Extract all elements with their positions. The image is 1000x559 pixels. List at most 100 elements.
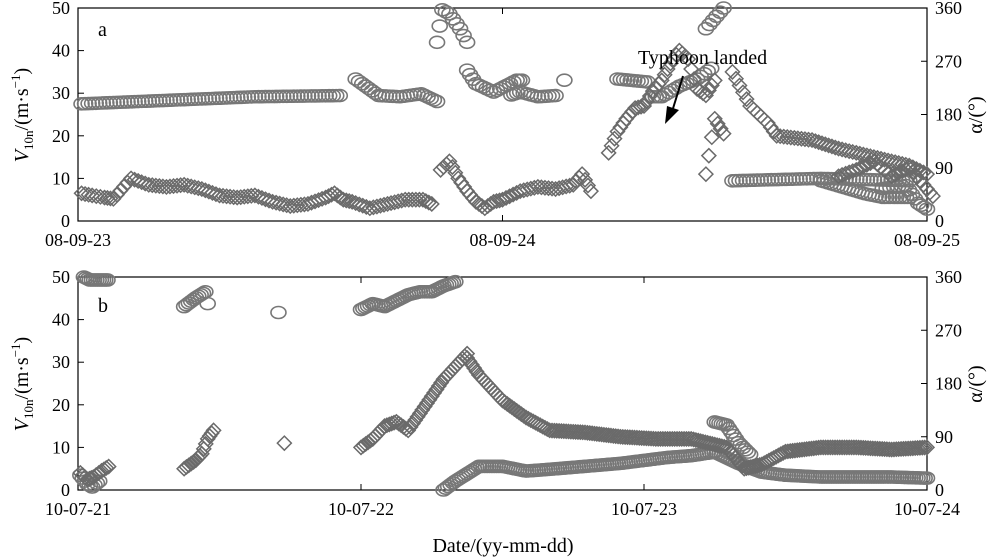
panel-b-y2label: α/(°) <box>965 365 987 402</box>
panel-b-right-ticks: 0 90 180 270 360 <box>921 267 962 500</box>
circle-point <box>431 19 449 33</box>
y-tick-label: 0 <box>61 480 70 500</box>
diamond-point <box>222 188 239 205</box>
y-tick-label: 50 <box>52 0 70 18</box>
diamond-point <box>540 180 557 197</box>
x-tick-label: 10-07-21 <box>45 499 111 519</box>
diamond-point <box>526 179 543 196</box>
diamond-point <box>475 372 492 389</box>
diamond-point <box>581 424 598 442</box>
diamond-point <box>487 384 504 401</box>
diamond-point <box>715 125 732 142</box>
circle-point <box>739 445 757 459</box>
diamond-point <box>532 417 549 434</box>
diamond-point <box>144 177 161 194</box>
diamond-point <box>533 179 550 196</box>
circle-point <box>451 21 469 36</box>
panel-a-right-ticks: 0 90 180 270 360 <box>921 0 962 231</box>
diamond-point <box>488 193 505 210</box>
y-tick-label: 50 <box>52 267 70 287</box>
y2-tick-label: 360 <box>935 0 962 18</box>
diamond-point <box>416 398 433 415</box>
diamond-point <box>680 430 697 447</box>
circle-point <box>697 21 715 36</box>
diamond-point <box>485 382 502 399</box>
y2-tick-label: 270 <box>935 51 962 71</box>
diamond-point <box>421 391 438 408</box>
typhoon-annotation-text: Typhoon landed <box>638 47 767 69</box>
diamond-point <box>786 129 803 146</box>
diamond-point <box>890 164 907 181</box>
diamond-point <box>447 358 464 375</box>
diamond-point <box>603 137 620 154</box>
diamond-point <box>447 164 464 181</box>
circle-point <box>447 274 464 289</box>
diamond-point <box>489 387 506 404</box>
diamond-point <box>444 158 461 176</box>
circle-point <box>918 202 936 216</box>
diamond-point <box>115 178 133 195</box>
y2-tick-label: 360 <box>935 267 962 287</box>
diamond-point <box>924 188 941 205</box>
diamond-point <box>456 348 473 365</box>
diamond-point <box>600 144 617 161</box>
diamond-point <box>449 355 466 372</box>
diamond-point <box>369 425 386 442</box>
diamond-point <box>440 366 457 383</box>
diamond-point <box>536 179 554 196</box>
diamond-point <box>703 77 720 94</box>
circle-point <box>455 28 472 43</box>
diamond-point <box>411 405 429 422</box>
diamond-point <box>582 183 599 200</box>
panel-b-marks <box>72 270 936 497</box>
panel-a-label: a <box>98 19 107 41</box>
circle-point <box>699 64 716 78</box>
diamond-point <box>600 427 617 444</box>
diamond-point <box>112 182 129 199</box>
diamond-point <box>320 188 337 205</box>
diamond-point <box>411 191 428 208</box>
typhoon-annotation-arrow-head <box>665 106 679 124</box>
y2-tick-label: 0 <box>935 480 944 500</box>
panel-a-x-ticks: 08-09-23 08-09-24 08-09-25 <box>45 8 960 250</box>
y-tick-label: 20 <box>52 395 70 415</box>
diamond-point <box>100 458 117 475</box>
diamond-point <box>518 409 535 426</box>
diamond-point <box>768 127 785 144</box>
y-tick-label: 20 <box>52 126 70 146</box>
y2-tick-label: 180 <box>935 374 962 394</box>
diamond-point <box>747 457 764 475</box>
diamond-point <box>653 72 670 89</box>
x-tick-label: 08-09-23 <box>45 230 111 250</box>
diamond-point <box>703 129 720 146</box>
diamond-point <box>527 414 544 431</box>
circle-point <box>458 35 476 50</box>
circle-point <box>915 200 933 214</box>
panel-b-left-ticks: 0 10 20 30 40 50 <box>52 267 84 500</box>
circle-point <box>556 73 573 87</box>
diamond-point <box>81 470 98 487</box>
diamond-point <box>211 187 228 204</box>
diamond-point <box>635 97 653 115</box>
diamond-point <box>407 191 424 208</box>
diamond-point <box>400 422 417 439</box>
diamond-point <box>442 363 459 380</box>
diamond-point <box>724 63 741 80</box>
diamond-point <box>404 191 421 208</box>
diamond-point <box>598 426 615 444</box>
diamond-point <box>734 84 752 101</box>
diamond-point <box>376 418 393 435</box>
diamond-point <box>418 395 436 412</box>
diamond-point <box>414 401 431 418</box>
y-tick-label: 10 <box>52 168 70 188</box>
diamond-point <box>243 187 260 204</box>
panel-b: b V10n/(m·s−1) α/(°) 0 10 20 30 40 50 0 90 180 2… <box>8 267 987 519</box>
diamond-point <box>404 415 421 432</box>
diamond-point <box>775 128 792 145</box>
panel-a: a V10n/(m·s−1) α/(°) 0 10 20 30 40 50 0 90 180 2… <box>8 0 987 250</box>
diamond-point <box>441 153 458 170</box>
diamond-point <box>409 408 426 425</box>
circle-point <box>715 1 732 15</box>
diamond-point <box>400 191 417 208</box>
x-tick-label: 08-09-25 <box>894 230 960 250</box>
